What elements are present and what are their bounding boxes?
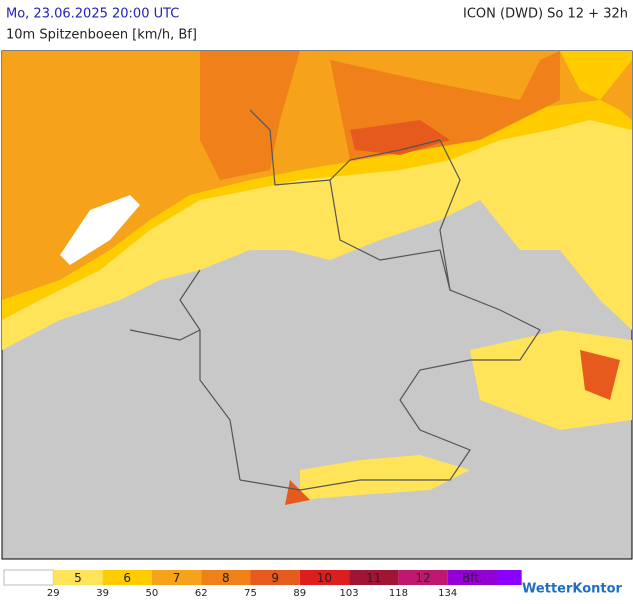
legend-swatch — [151, 570, 202, 585]
legend-threshold: 39 — [96, 588, 109, 599]
legend-label: 8 — [222, 571, 230, 585]
legend-swatch — [497, 570, 522, 585]
legend-swatch — [299, 570, 350, 585]
legend-swatch — [447, 570, 497, 585]
model-run: ICON (DWD) So 12 + 32h — [463, 7, 628, 22]
legend-threshold: 75 — [244, 588, 257, 599]
legend-label: 12 — [415, 571, 430, 585]
legend-swatch — [349, 570, 399, 585]
legend-label: 7 — [173, 571, 181, 585]
logo: WetterKontor — [522, 582, 623, 597]
legend-swatch — [250, 570, 300, 585]
legend-threshold: 118 — [389, 588, 408, 599]
legend-label: 9 — [271, 571, 279, 585]
subtitle: 10m Spitzenboeen [km/h, Bf] — [6, 28, 197, 43]
legend-threshold: 29 — [47, 588, 60, 599]
legend: 5 6 7 8 9 10 11 12 Bft.29 39 50 62 75 89 103 118 134 — [3, 569, 522, 599]
legend-threshold: 103 — [340, 588, 359, 599]
legend-swatch — [53, 570, 103, 585]
legend-threshold: 50 — [146, 588, 159, 599]
legend-label: 5 — [74, 571, 82, 585]
legend-swatch — [3, 569, 54, 586]
legend-label: Bft. — [462, 571, 483, 585]
datetime: Mo, 23.06.2025 20:00 UTC — [6, 7, 179, 22]
legend-swatch — [398, 570, 448, 585]
legend-threshold: 89 — [293, 588, 306, 599]
legend-threshold: 134 — [438, 588, 457, 599]
legend-label: 6 — [123, 571, 131, 585]
legend-swatch — [102, 570, 152, 585]
legend-label: 10 — [317, 571, 332, 585]
map — [1, 50, 633, 560]
legend-label: 11 — [366, 571, 381, 585]
legend-swatch — [201, 570, 251, 585]
legend-threshold: 62 — [195, 588, 208, 599]
